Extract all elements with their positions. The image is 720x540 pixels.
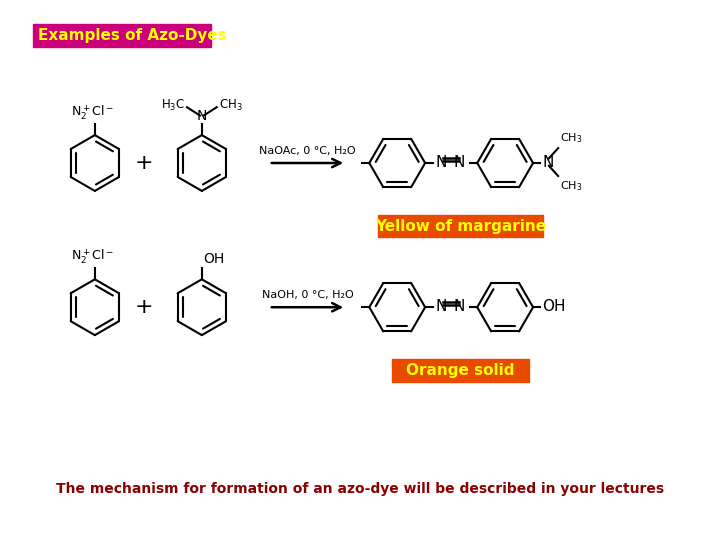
Text: OH: OH xyxy=(204,252,225,266)
Text: N$_2^+$Cl$^-$: N$_2^+$Cl$^-$ xyxy=(71,247,114,266)
Text: CH$_3$: CH$_3$ xyxy=(560,179,582,193)
Bar xyxy=(32,24,211,46)
Text: N: N xyxy=(454,299,465,314)
Text: N$_2^+$Cl$^-$: N$_2^+$Cl$^-$ xyxy=(71,103,114,122)
Bar xyxy=(378,215,544,238)
Text: N: N xyxy=(436,154,446,170)
Text: N: N xyxy=(436,299,446,314)
Text: N: N xyxy=(197,109,207,123)
Text: N: N xyxy=(454,154,465,170)
Text: H$_3$C: H$_3$C xyxy=(161,98,185,113)
Text: CH$_3$: CH$_3$ xyxy=(560,132,582,145)
Text: The mechanism for formation of an azo-dye will be described in your lectures: The mechanism for formation of an azo-dy… xyxy=(56,482,664,496)
Text: OH: OH xyxy=(542,299,566,314)
Text: NaOAc, 0 °C, H₂O: NaOAc, 0 °C, H₂O xyxy=(259,146,356,156)
Text: +: + xyxy=(135,153,153,173)
Text: NaOH, 0 °C, H₂O: NaOH, 0 °C, H₂O xyxy=(261,290,354,300)
Text: CH$_3$: CH$_3$ xyxy=(219,98,242,113)
Text: Yellow of margarine: Yellow of margarine xyxy=(375,219,546,234)
Bar xyxy=(392,359,529,382)
Text: Orange solid: Orange solid xyxy=(406,363,515,378)
Text: N: N xyxy=(542,154,554,170)
Text: +: + xyxy=(135,297,153,317)
Text: Examples of Azo-Dyes: Examples of Azo-Dyes xyxy=(38,28,227,43)
